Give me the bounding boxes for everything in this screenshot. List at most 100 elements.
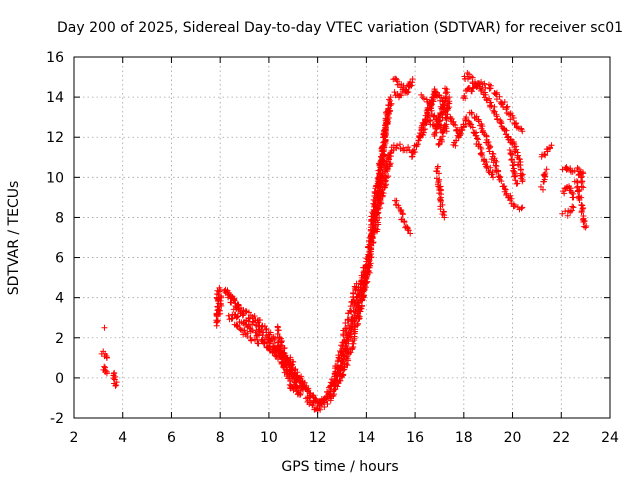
data-point-marker: [407, 82, 414, 89]
data-point-marker: [444, 105, 451, 112]
data-point-marker: [469, 124, 476, 131]
data-point-marker: [486, 85, 493, 92]
data-point-marker: [504, 103, 511, 110]
data-point-marker: [370, 206, 377, 213]
data-point-marker: [298, 383, 305, 390]
data-point-marker: [376, 170, 383, 177]
data-point-marker: [516, 156, 523, 163]
data-point-marker: [483, 96, 490, 103]
data-point-marker: [381, 138, 388, 145]
data-point-marker: [462, 117, 469, 124]
data-point-marker: [375, 167, 382, 174]
data-point-marker: [233, 322, 240, 329]
data-point-marker: [435, 170, 442, 177]
x-tick-label: 4: [118, 430, 127, 446]
data-point-marker: [434, 118, 441, 125]
data-point-marker: [353, 304, 360, 311]
data-point-marker: [333, 377, 340, 384]
data-point-marker: [570, 204, 577, 211]
data-point-marker: [575, 194, 582, 201]
data-point-marker: [368, 213, 375, 220]
data-point-marker: [363, 276, 370, 283]
x-tick-label: 20: [504, 430, 522, 446]
data-point-marker: [493, 163, 500, 170]
data-point-marker: [349, 338, 356, 345]
data-point-marker: [498, 100, 505, 107]
data-point-marker: [464, 70, 471, 77]
data-point-marker: [214, 303, 221, 310]
data-point-marker: [267, 343, 274, 350]
data-point-marker: [396, 141, 403, 148]
data-point-marker: [574, 188, 581, 195]
data-point-marker: [573, 178, 580, 185]
data-point-marker: [441, 214, 448, 221]
data-point-marker: [456, 131, 463, 138]
data-point-marker: [378, 177, 385, 184]
x-tick-label: 12: [309, 430, 327, 446]
x-tick-label: 8: [216, 430, 225, 446]
data-point-marker: [381, 172, 388, 179]
data-point-marker: [519, 128, 526, 135]
data-point-marker: [292, 376, 299, 383]
data-point-marker: [503, 106, 510, 113]
data-point-marker: [280, 364, 287, 371]
data-point-marker: [386, 153, 393, 160]
data-point-marker: [347, 349, 354, 356]
data-point-marker: [481, 80, 488, 87]
data-point-marker: [571, 167, 578, 174]
data-point-marker: [336, 371, 343, 378]
data-point-marker: [437, 206, 444, 213]
data-point-marker: [439, 129, 446, 136]
data-point-marker: [461, 93, 468, 100]
data-point-marker: [422, 126, 429, 133]
data-point-marker: [494, 167, 501, 174]
data-point-marker: [518, 205, 525, 212]
data-point-marker: [385, 173, 392, 180]
data-point-marker: [479, 152, 486, 159]
data-point-marker: [373, 182, 380, 189]
data-point-marker: [388, 100, 395, 107]
data-point-marker: [346, 325, 353, 332]
data-point-marker: [365, 267, 372, 274]
data-point-marker: [392, 75, 399, 82]
data-point-marker: [564, 212, 571, 219]
data-point-marker: [459, 126, 466, 133]
data-point-marker: [321, 396, 328, 403]
data-point-marker: [417, 134, 424, 141]
y-tick-label: 8: [55, 210, 64, 226]
data-point-marker: [377, 188, 384, 195]
data-point-marker: [404, 226, 411, 233]
data-point-marker: [237, 326, 244, 333]
data-point-marker: [494, 115, 501, 122]
data-point-marker: [461, 73, 468, 80]
data-point-marker: [546, 145, 553, 152]
data-point-marker: [248, 337, 255, 344]
data-point-marker: [468, 121, 475, 128]
data-point-marker: [519, 204, 526, 211]
data-point-marker: [576, 197, 583, 204]
data-point-marker: [512, 177, 519, 184]
data-point-marker: [517, 125, 524, 132]
data-point-marker: [225, 312, 232, 319]
data-point-marker: [463, 114, 470, 121]
data-point-marker: [564, 166, 571, 173]
data-point-marker: [290, 358, 297, 365]
data-point-marker: [446, 94, 453, 101]
data-point-marker: [354, 320, 361, 327]
data-point-marker: [234, 313, 241, 320]
y-tick-label: 0: [55, 371, 64, 387]
data-point-marker: [351, 312, 358, 319]
data-point-marker: [469, 85, 476, 92]
data-point-marker: [475, 136, 482, 143]
data-point-marker: [542, 170, 549, 177]
data-point-marker: [541, 151, 548, 158]
data-point-marker: [103, 368, 110, 375]
data-point-marker: [460, 124, 467, 131]
data-point-marker: [487, 85, 494, 92]
data-point-marker: [491, 108, 498, 115]
data-point-marker: [239, 312, 246, 319]
data-point-marker: [578, 208, 585, 215]
data-point-marker: [490, 150, 497, 157]
x-tick-label: 22: [552, 430, 570, 446]
